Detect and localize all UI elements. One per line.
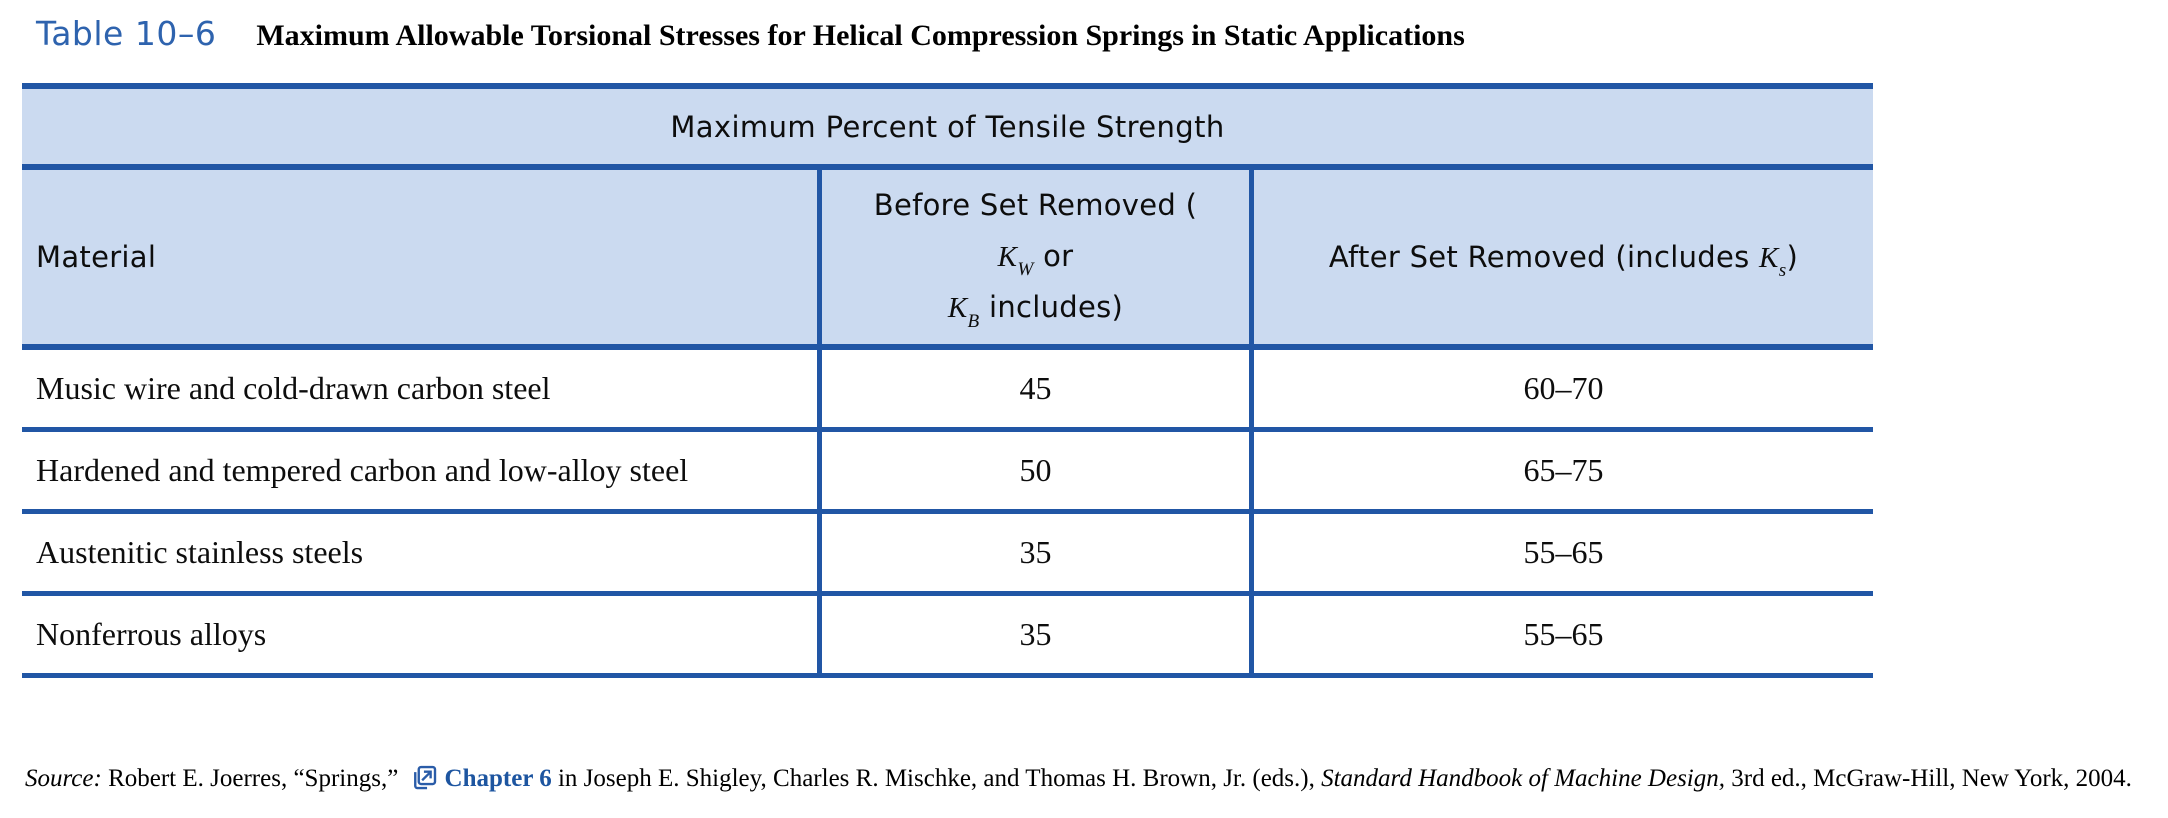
source-text-3: 3rd ed., McGraw-Hill, New York, 2004.: [1725, 765, 2132, 792]
cell-before-set: 35: [817, 514, 1254, 591]
book-title: Standard Handbook of Machine Design,: [1321, 765, 1725, 792]
cell-after-set: 60–70: [1523, 370, 1604, 406]
source-label: Source:: [25, 765, 102, 792]
cell-material: Austenitic stainless steels: [36, 534, 364, 570]
source-note: Source: Robert E. Joerres, “Springs,” Ch…: [25, 762, 2165, 801]
cell-material: Hardened and tempered carbon and low-all…: [36, 452, 689, 488]
spanner-header: Maximum Percent of Tensile Strength: [22, 89, 1873, 170]
chapter-6-link[interactable]: Chapter 6: [444, 765, 552, 792]
cell-before-set: 50: [817, 432, 1254, 509]
table-title: Maximum Allowable Torsional Stresses for…: [256, 19, 1465, 52]
column-header-after-set: After Set Removed (includes Ks): [1254, 170, 1873, 344]
source-text-1: Robert E. Joerres, “Springs,”: [101, 765, 405, 792]
before-set-line3: KB includes): [947, 290, 1124, 333]
table-row: Hardened and tempered carbon and low-all…: [22, 432, 1873, 514]
column-header-before-set: Before Set Removed ( KW or KB includes): [817, 170, 1254, 344]
external-link-icon[interactable]: [409, 762, 439, 801]
cell-after-set: 55–65: [1523, 616, 1604, 652]
cell-material: Music wire and cold-drawn carbon steel: [36, 370, 551, 406]
table-row: Nonferrous alloys 35 55–65: [22, 596, 1873, 678]
column-header-row: Material Before Set Removed ( KW or KB i…: [22, 170, 1873, 350]
column-header-material: Material: [36, 240, 157, 274]
table-row: Austenitic stainless steels 35 55–65: [22, 514, 1873, 596]
after-set-text: After Set Removed (includes Ks): [1328, 239, 1799, 282]
torsional-stress-table: Maximum Percent of Tensile Strength Mate…: [22, 83, 1873, 678]
source-text-2: in Joseph E. Shigley, Charles R. Mischke…: [551, 765, 1322, 792]
before-set-line2: KW or: [997, 238, 1074, 281]
cell-after-set: 55–65: [1523, 534, 1604, 570]
table-number-label: Table 10–6: [36, 14, 217, 53]
table-row: Music wire and cold-drawn carbon steel 4…: [22, 350, 1873, 432]
before-set-line1: Before Set Removed (: [873, 187, 1198, 222]
cell-after-set: 65–75: [1523, 452, 1604, 488]
cell-material: Nonferrous alloys: [36, 616, 267, 652]
cell-before-set: 45: [817, 350, 1254, 427]
cell-before-set: 35: [817, 596, 1254, 673]
table-caption: Table 10–6 Maximum Allowable Torsional S…: [36, 14, 1465, 53]
